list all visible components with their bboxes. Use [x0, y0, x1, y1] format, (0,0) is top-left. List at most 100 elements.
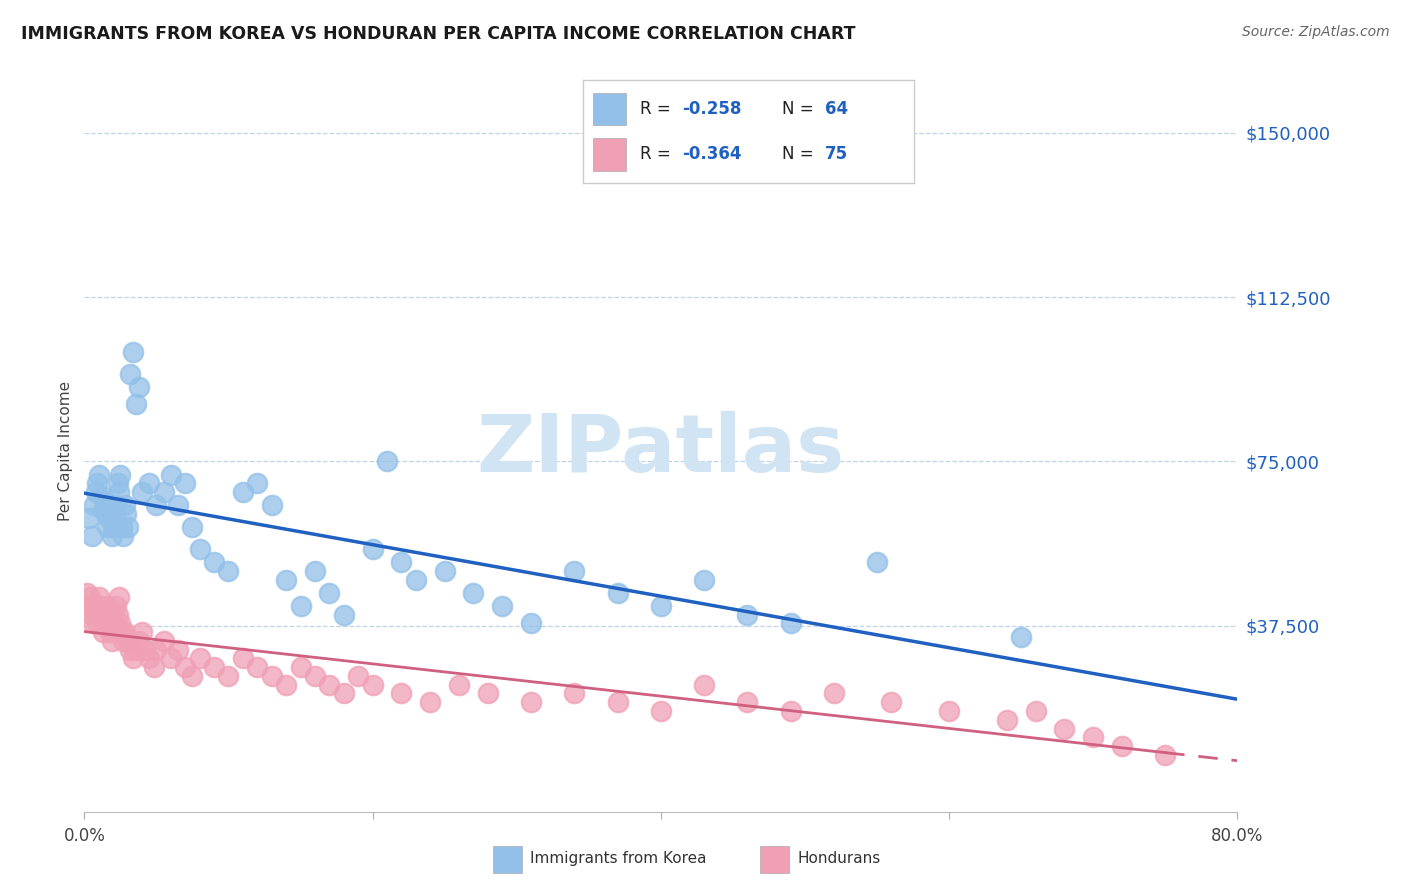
Point — [463, 586, 485, 600]
Point — [117, 520, 139, 534]
Bar — [759, 847, 789, 873]
Point — [96, 599, 118, 613]
Point — [260, 498, 283, 512]
Point — [375, 454, 398, 468]
Point — [79, 590, 101, 604]
Point — [83, 498, 105, 512]
Point — [304, 669, 326, 683]
Point — [87, 590, 110, 604]
Point — [152, 485, 174, 500]
Point — [128, 380, 150, 394]
Point — [112, 634, 135, 648]
Text: -0.258: -0.258 — [683, 100, 742, 118]
Point — [76, 586, 98, 600]
Point — [84, 607, 107, 622]
Point — [419, 695, 441, 709]
Point — [606, 695, 628, 709]
Text: 64: 64 — [825, 100, 848, 118]
Point — [693, 573, 716, 587]
Point — [1053, 722, 1076, 736]
Point — [125, 397, 148, 411]
Text: 75: 75 — [825, 145, 848, 163]
Point — [202, 660, 225, 674]
Point — [93, 493, 115, 508]
Text: IMMIGRANTS FROM KOREA VS HONDURAN PER CAPITA INCOME CORRELATION CHART: IMMIGRANTS FROM KOREA VS HONDURAN PER CA… — [21, 25, 856, 43]
Point — [1154, 747, 1177, 762]
Point — [391, 555, 413, 569]
Point — [98, 498, 121, 512]
Point — [115, 507, 138, 521]
Point — [188, 541, 211, 556]
Point — [1083, 731, 1105, 745]
Point — [333, 607, 356, 622]
Point — [120, 367, 142, 381]
Point — [1010, 630, 1032, 644]
Point — [564, 564, 586, 578]
Text: R =: R = — [640, 145, 676, 163]
Point — [938, 704, 960, 718]
Point — [218, 669, 240, 683]
Point — [98, 625, 121, 640]
Point — [114, 625, 136, 640]
Point — [108, 590, 131, 604]
Point — [103, 607, 124, 622]
Point — [823, 686, 845, 700]
Point — [114, 498, 136, 512]
Bar — [492, 847, 522, 873]
Point — [391, 686, 413, 700]
Point — [84, 485, 107, 500]
Point — [111, 520, 134, 534]
Point — [83, 599, 105, 613]
Point — [86, 476, 108, 491]
Point — [737, 695, 759, 709]
Text: Hondurans: Hondurans — [797, 851, 880, 866]
Point — [104, 507, 127, 521]
Point — [995, 713, 1018, 727]
Point — [120, 642, 142, 657]
Point — [94, 507, 117, 521]
Point — [290, 599, 312, 613]
Bar — [593, 137, 627, 170]
Point — [80, 529, 103, 543]
Point — [167, 498, 190, 512]
Point — [89, 599, 111, 613]
Point — [181, 669, 204, 683]
Point — [160, 651, 183, 665]
Point — [86, 616, 108, 631]
Point — [779, 704, 801, 718]
Point — [866, 555, 889, 569]
Point — [105, 599, 128, 613]
Point — [491, 599, 513, 613]
Point — [188, 651, 211, 665]
Point — [145, 642, 167, 657]
Point — [107, 607, 129, 622]
Point — [520, 616, 543, 631]
Text: ZIPatlas: ZIPatlas — [477, 411, 845, 490]
Text: Source: ZipAtlas.com: Source: ZipAtlas.com — [1241, 25, 1389, 39]
Point — [108, 485, 131, 500]
Point — [1025, 704, 1047, 718]
Point — [405, 573, 427, 587]
Point — [90, 607, 112, 622]
Point — [304, 564, 326, 578]
Point — [87, 467, 110, 482]
Point — [650, 599, 672, 613]
Point — [779, 616, 801, 631]
Point — [145, 498, 167, 512]
Point — [96, 520, 118, 534]
Point — [117, 634, 139, 648]
Point — [361, 541, 384, 556]
Point — [276, 573, 298, 587]
Point — [104, 616, 127, 631]
Point — [276, 678, 298, 692]
Point — [174, 660, 197, 674]
Point — [564, 686, 586, 700]
Point — [110, 616, 132, 631]
Point — [111, 625, 134, 640]
Point — [122, 345, 145, 359]
Point — [174, 476, 197, 491]
Point — [97, 616, 120, 631]
Point — [142, 660, 165, 674]
Point — [449, 678, 471, 692]
Text: N =: N = — [782, 145, 818, 163]
